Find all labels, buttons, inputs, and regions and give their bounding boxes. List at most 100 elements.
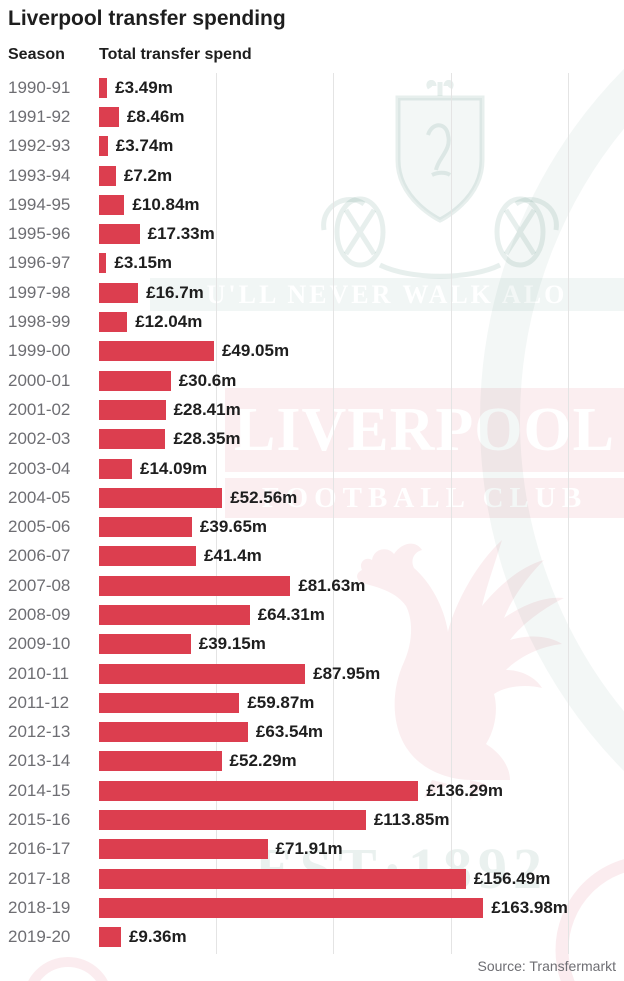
season-label: 1993-94: [8, 165, 71, 185]
season-label: 2012-13: [8, 722, 71, 742]
chart-row: 2009-10 £39.15m: [0, 630, 624, 659]
value-label: £9.36m: [128, 927, 187, 947]
value-label: £64.31m: [257, 604, 325, 624]
spend-bar: [99, 399, 166, 420]
spend-bar: [99, 810, 366, 831]
value-label: £113.85m: [373, 810, 450, 830]
spend-bar: [99, 604, 250, 625]
chart-row: 1997-98 £16.7m: [0, 278, 624, 307]
value-label: £17.33m: [147, 224, 215, 244]
season-label: 1997-98: [8, 282, 71, 302]
season-label: 1990-91: [8, 77, 71, 97]
season-label: 2018-19: [8, 897, 71, 917]
gridline: [216, 73, 218, 954]
spend-bar: [99, 106, 119, 127]
season-label: 2009-10: [8, 634, 71, 654]
spend-bar: [99, 897, 484, 918]
value-label: £49.05m: [221, 341, 290, 361]
value-label: £28.35m: [173, 429, 241, 449]
spend-bar: [99, 282, 139, 303]
spend-bar: [99, 868, 466, 889]
season-label: 2013-14: [8, 751, 71, 771]
season-label: 2002-03: [8, 429, 71, 449]
spend-bar: [99, 634, 191, 655]
value-label: £8.46m: [126, 106, 185, 126]
value-label: £136.29m: [426, 780, 503, 800]
season-label: 2007-08: [8, 575, 71, 595]
chart-row: 2013-14 £52.29m: [0, 747, 624, 776]
spend-bar: [99, 546, 197, 567]
season-label: 1991-92: [8, 106, 71, 126]
spend-bar: [99, 370, 171, 391]
chart-row: 2001-02 £28.41m: [0, 395, 624, 424]
spend-bar: [99, 722, 248, 743]
season-label: 2016-17: [8, 839, 71, 859]
chart-row: 2005-06 £39.65m: [0, 512, 624, 541]
chart-row: 2004-05 £52.56m: [0, 483, 624, 512]
value-label: £30.6m: [178, 370, 237, 390]
spend-bar: [99, 751, 222, 772]
chart-row: 2011-12 £59.87m: [0, 688, 624, 717]
season-label: 1995-96: [8, 224, 71, 244]
chart-row: 1999-00 £49.05m: [0, 337, 624, 366]
chart-row: 2002-03 £28.35m: [0, 425, 624, 454]
season-label: 1996-97: [8, 253, 71, 273]
value-label: £39.15m: [198, 634, 266, 654]
spend-bar: [99, 575, 291, 596]
value-label: £3.49m: [115, 77, 173, 97]
value-label: £163.98m: [491, 897, 568, 917]
spend-bar: [99, 839, 268, 860]
chart-row: 1993-94 £7.2m: [0, 161, 624, 190]
gridline: [567, 73, 569, 954]
spend-bar: [99, 194, 125, 215]
chart-row: 2007-08 £81.63m: [0, 571, 624, 600]
chart-row: 1991-92 £8.46m: [0, 102, 624, 131]
chart-rows: 1990-91 £3.49m 1991-92 £8.46m 1992-93 £3.74m 1…: [0, 73, 624, 952]
value-label: £10.84m: [132, 194, 200, 214]
chart-row: 2003-04 £14.09m: [0, 454, 624, 483]
season-label: 2010-11: [8, 663, 70, 683]
chart-row: 2000-01 £30.6m: [0, 366, 624, 395]
spend-bar: [99, 927, 121, 948]
chart-row: 1998-99 £12.04m: [0, 307, 624, 336]
season-label: 2019-20: [8, 927, 71, 947]
season-label: 2011-12: [8, 692, 70, 712]
value-label: £52.29m: [229, 751, 297, 771]
value-label: £71.91m: [275, 839, 343, 859]
chart-row: 2008-09 £64.31m: [0, 600, 624, 629]
bar-chart: 1990-91 £3.49m 1991-92 £8.46m 1992-93 £3.74m 1…: [0, 73, 624, 954]
season-label: 2014-15: [8, 780, 71, 800]
spend-bar: [99, 663, 306, 684]
value-label: £52.56m: [230, 487, 298, 507]
season-label: 2008-09: [8, 604, 71, 624]
season-label: 1999-00: [8, 341, 71, 361]
value-label: £81.63m: [298, 575, 366, 595]
value-label: £156.49m: [473, 868, 551, 888]
season-label: 1998-99: [8, 312, 71, 332]
spend-bar: [99, 341, 214, 362]
value-label: £63.54m: [255, 722, 324, 742]
spend-bar: [99, 253, 107, 274]
spend-bar: [99, 458, 133, 479]
spend-bar: [99, 77, 108, 98]
chart-row: 2012-13 £63.54m: [0, 718, 624, 747]
season-label: 2004-05: [8, 487, 71, 507]
gridline: [333, 73, 335, 954]
value-label: £28.41m: [173, 399, 241, 419]
season-label: 2015-16: [8, 810, 71, 830]
chart-row: 2018-19 £163.98m: [0, 893, 624, 922]
column-header-spend: Total transfer spend: [99, 46, 252, 63]
source-attribution: Source: Transfermarkt: [477, 958, 617, 974]
chart-row: 2017-18 £156.49m: [0, 864, 624, 893]
value-label: £59.87m: [247, 692, 315, 712]
chart-row: 2010-11 £87.95m: [0, 659, 624, 688]
chart-row: 1994-95 £10.84m: [0, 190, 624, 219]
value-label: £12.04m: [135, 312, 203, 332]
chart-row: 1990-91 £3.49m: [0, 73, 624, 102]
chart-row: 2019-20 £9.36m: [0, 923, 624, 952]
chart-row: 2015-16 £113.85m: [0, 805, 624, 834]
spend-bar: [99, 429, 166, 450]
spend-bar: [99, 487, 223, 508]
spend-bar: [99, 312, 128, 333]
spend-bar: [99, 165, 116, 186]
